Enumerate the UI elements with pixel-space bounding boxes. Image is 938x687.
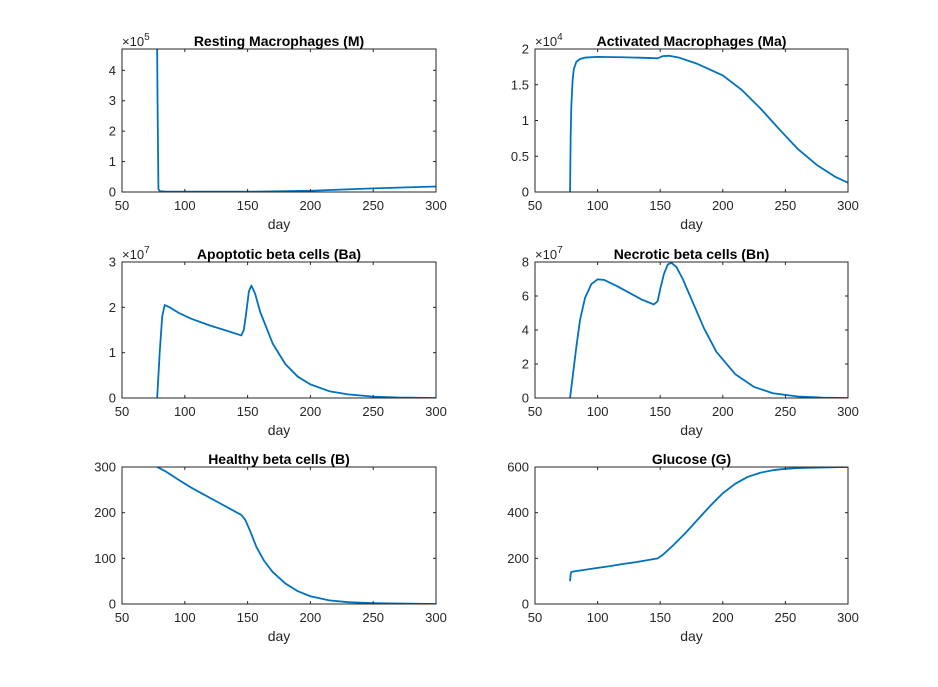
subplot-4: 50 100 150 200 250 300 0 2 4 6 8 ×107 Necrotic beta … xyxy=(522,245,859,438)
series-line xyxy=(569,262,848,398)
x-axis-label: day xyxy=(268,628,291,644)
series-line xyxy=(569,54,848,192)
series-line xyxy=(156,49,436,192)
y-tick-label: 4 xyxy=(522,323,529,338)
y-tick-label: 0 xyxy=(109,597,116,612)
series-line xyxy=(156,284,436,398)
x-tick-label: 300 xyxy=(837,198,859,213)
y-tick-label: 0.5 xyxy=(511,149,529,164)
x-tick-label: 250 xyxy=(775,198,797,213)
x-tick-label: 200 xyxy=(300,404,322,419)
x-tick-label: 50 xyxy=(115,404,129,419)
axes-frame xyxy=(121,261,437,399)
y-tick-label: 3 xyxy=(109,93,116,108)
y-tick-label: 3 xyxy=(109,255,116,270)
y-tick-label: 100 xyxy=(94,551,116,566)
subplot-title: Resting Macrophages (M) xyxy=(194,33,364,49)
y-tick-label: 1 xyxy=(109,345,116,360)
series-line xyxy=(156,467,436,604)
x-tick-label: 150 xyxy=(649,404,671,419)
x-tick-label: 100 xyxy=(174,610,196,625)
x-tick-label: 100 xyxy=(174,404,196,419)
x-tick-label: 150 xyxy=(649,610,671,625)
y-tick-label: 400 xyxy=(507,505,529,520)
x-tick-label: 300 xyxy=(837,404,859,419)
y-tick-label: 300 xyxy=(94,460,116,475)
x-tick-label: 200 xyxy=(300,198,322,213)
y-exponent-label: ×104 xyxy=(535,32,563,49)
x-tick-label: 200 xyxy=(300,610,322,625)
x-tick-label: 200 xyxy=(712,404,734,419)
x-tick-label: 100 xyxy=(587,404,609,419)
y-tick-label: 2 xyxy=(109,124,116,139)
x-axis-label: day xyxy=(268,216,291,232)
y-tick-label: 4 xyxy=(109,63,116,78)
y-tick-label: 0 xyxy=(522,597,529,612)
y-tick-label: 2 xyxy=(522,42,529,57)
x-tick-label: 100 xyxy=(174,198,196,213)
x-tick-label: 250 xyxy=(362,610,384,625)
x-tick-label: 250 xyxy=(775,404,797,419)
subplot-title: Activated Macrophages (Ma) xyxy=(597,33,787,49)
y-tick-label: 600 xyxy=(507,460,529,475)
subplot-title: Glucose (G) xyxy=(652,451,731,467)
x-tick-label: 150 xyxy=(237,610,259,625)
x-tick-label: 300 xyxy=(425,198,447,213)
y-exponent-label: ×107 xyxy=(535,245,563,262)
x-tick-label: 150 xyxy=(237,404,259,419)
y-exponent-label: ×107 xyxy=(122,245,150,262)
x-tick-label: 150 xyxy=(649,198,671,213)
axes-frame xyxy=(121,48,437,193)
y-tick-label: 0 xyxy=(109,391,116,406)
x-tick-label: 250 xyxy=(362,404,384,419)
y-tick-label: 1 xyxy=(109,154,116,169)
x-tick-label: 300 xyxy=(425,610,447,625)
series-line xyxy=(569,467,848,582)
subplot-title: Apoptotic beta cells (Ba) xyxy=(197,246,361,262)
x-tick-label: 200 xyxy=(712,610,734,625)
y-tick-label: 0 xyxy=(109,185,116,200)
y-tick-label: 1 xyxy=(522,113,529,128)
y-tick-label: 8 xyxy=(522,255,529,270)
x-tick-label: 200 xyxy=(712,198,734,213)
x-tick-label: 150 xyxy=(237,198,259,213)
subplot-3: 50 100 150 200 250 300 0 1 2 3 ×107 Apoptotic beta … xyxy=(109,245,447,438)
subplot-1: 50 100 150 200 250 300 0 1 2 3 4 ×105 Resting Macrop… xyxy=(109,32,447,232)
x-tick-label: 50 xyxy=(528,404,542,419)
y-tick-label: 0 xyxy=(522,391,529,406)
y-tick-label: 1.5 xyxy=(511,77,529,92)
y-tick-label: 2 xyxy=(522,357,529,372)
subplot-2: 50 100 150 200 250 300 0 0.5 1 1.5 2 ×104 Activated … xyxy=(511,32,859,232)
y-tick-label: 2 xyxy=(109,300,116,315)
y-tick-label: 200 xyxy=(94,505,116,520)
axes-frame xyxy=(121,466,437,605)
x-tick-label: 50 xyxy=(115,610,129,625)
y-tick-label: 200 xyxy=(507,551,529,566)
subplot-5: 50 100 150 200 250 300 0 100 200 300 Healthy beta … xyxy=(94,451,447,644)
x-tick-label: 300 xyxy=(425,404,447,419)
axes-frame xyxy=(534,48,849,193)
subplot-title: Necrotic beta cells (Bn) xyxy=(614,246,770,262)
subplot-title: Healthy beta cells (B) xyxy=(208,451,350,467)
x-tick-label: 100 xyxy=(587,610,609,625)
x-tick-label: 50 xyxy=(115,198,129,213)
x-tick-label: 250 xyxy=(775,610,797,625)
subplot-6: 50 100 150 200 250 300 0 200 400 600 Glucose (G) da… xyxy=(507,451,859,644)
y-tick-label: 0 xyxy=(522,185,529,200)
y-tick-label: 6 xyxy=(522,289,529,304)
y-exponent-label: ×105 xyxy=(122,32,150,49)
x-tick-label: 50 xyxy=(528,198,542,213)
x-axis-label: day xyxy=(680,628,703,644)
x-axis-label: day xyxy=(680,422,703,438)
x-tick-label: 50 xyxy=(528,610,542,625)
x-tick-label: 300 xyxy=(837,610,859,625)
x-axis-label: day xyxy=(680,216,703,232)
x-tick-label: 250 xyxy=(362,198,384,213)
x-tick-label: 100 xyxy=(587,198,609,213)
axes-frame xyxy=(534,466,849,605)
axes-frame xyxy=(534,261,849,399)
x-axis-label: day xyxy=(268,422,291,438)
